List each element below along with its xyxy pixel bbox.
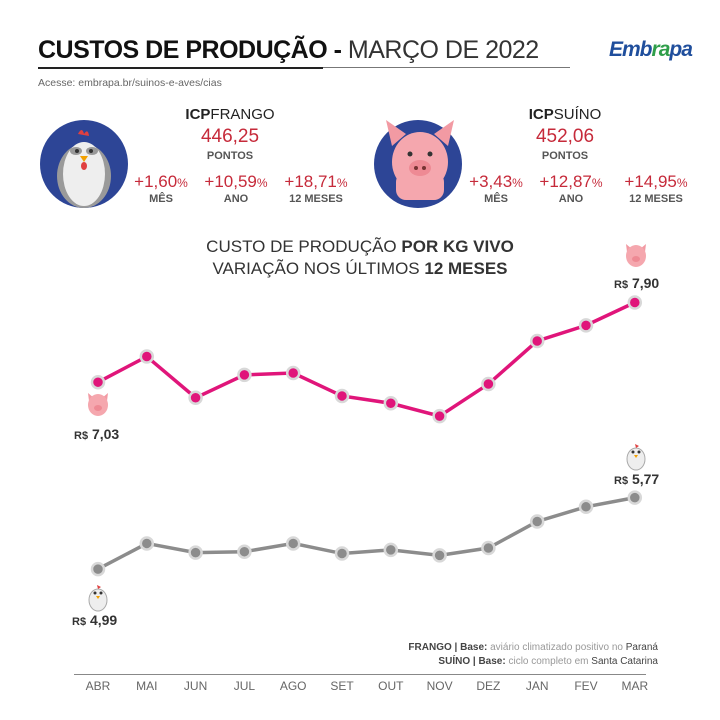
frango-stat-label: 12 MESES (289, 193, 343, 205)
chicken-icon (88, 585, 108, 612)
embrapa-logo: Embrapa (609, 38, 693, 61)
icp-frango-label: ICPFRANGO (185, 106, 275, 123)
suino-stat-value: +14,95% (624, 172, 688, 191)
data-point (432, 548, 447, 563)
frango-stat-value: +18,71% (284, 172, 348, 191)
data-point (432, 408, 447, 424)
suino-stat-label: ANO (558, 193, 584, 205)
data-point (237, 544, 252, 559)
data-point (237, 367, 252, 383)
data-point (481, 376, 496, 392)
icp-suino-unit: PONTOS (541, 150, 589, 162)
x-tick-label: JAN (525, 679, 549, 693)
x-tick-label: OUT (378, 679, 404, 693)
chicken-icon (40, 120, 128, 208)
page-title: CUSTOS DE PRODUÇÃO - MARÇO DE 2022 (38, 36, 539, 64)
data-point (627, 490, 643, 505)
frango-stat-label: MÊS (149, 193, 173, 205)
frango-end-label: R$ 5,77 (614, 471, 660, 487)
data-point (627, 295, 643, 310)
data-point (139, 349, 155, 364)
data-point (334, 388, 350, 404)
x-tick-label: JUN (183, 679, 208, 693)
x-tick-label: MAR (621, 679, 649, 693)
icp-suino-label: ICPSUÍNO (528, 106, 602, 123)
data-point (139, 536, 155, 551)
data-point (285, 365, 301, 381)
data-point (529, 333, 545, 349)
x-tick-label: NOV (426, 679, 453, 693)
suino-stat-label: MÊS (484, 193, 508, 205)
data-point (529, 514, 545, 529)
pig-icon (88, 393, 108, 416)
note-suino: SUÍNO | Base: ciclo completo em Santa Ca… (438, 656, 658, 667)
data-point (578, 318, 594, 333)
data-point (188, 545, 203, 560)
x-tick-label: DEZ (476, 679, 501, 693)
x-tick-label: ABR (85, 679, 111, 693)
x-tick-label: MAI (136, 679, 158, 693)
x-tick-label: JUL (233, 679, 256, 693)
source-url: Acesse: embrapa.br/suinos-e-aves/cias (38, 77, 222, 89)
title-underline (38, 67, 323, 69)
icp-frango-value: 446,25 (200, 126, 260, 147)
icp-suino-value: 452,06 (535, 126, 595, 147)
suino-end-label: R$ 7,90 (614, 275, 660, 291)
data-point (334, 546, 350, 561)
title-rule (323, 67, 570, 68)
pig-icon (626, 244, 646, 267)
suino-stat-value: +12,87% (539, 172, 603, 191)
data-point (481, 540, 496, 556)
icp-frango-unit: PONTOS (206, 150, 254, 162)
suino-series-line (97, 300, 636, 418)
frango-stat-value: +10,59% (204, 172, 268, 191)
note-frango: FRANGO | Base: aviário climatizado posit… (408, 642, 658, 653)
chicken-icon (626, 444, 646, 471)
pig-icon (374, 120, 462, 208)
suino-stat-label: 12 MESES (629, 193, 683, 205)
data-point (383, 542, 399, 558)
chart-title-line2: VARIAÇÃO NOS ÚLTIMOS 12 MESES (212, 259, 508, 278)
x-tick-label: SET (330, 679, 354, 693)
frango-stat-value: +1,60% (134, 172, 188, 191)
data-point (383, 396, 399, 411)
x-tick-label: FEV (574, 679, 598, 693)
x-axis-line (74, 674, 646, 675)
data-point (188, 390, 203, 406)
suino-start-label: R$ 7,03 (74, 426, 120, 442)
x-tick-label: AGO (279, 679, 307, 693)
data-point (90, 561, 106, 577)
data-point (90, 374, 106, 390)
chart-title-line1: CUSTO DE PRODUÇÃO POR KG VIVO (206, 237, 514, 256)
frango-start-label: R$ 4,99 (72, 612, 118, 628)
data-point (578, 499, 594, 515)
suino-stat-value: +3,43% (469, 172, 523, 191)
data-point (285, 536, 301, 551)
frango-stat-label: ANO (223, 193, 249, 205)
frango-series-line (97, 495, 636, 571)
